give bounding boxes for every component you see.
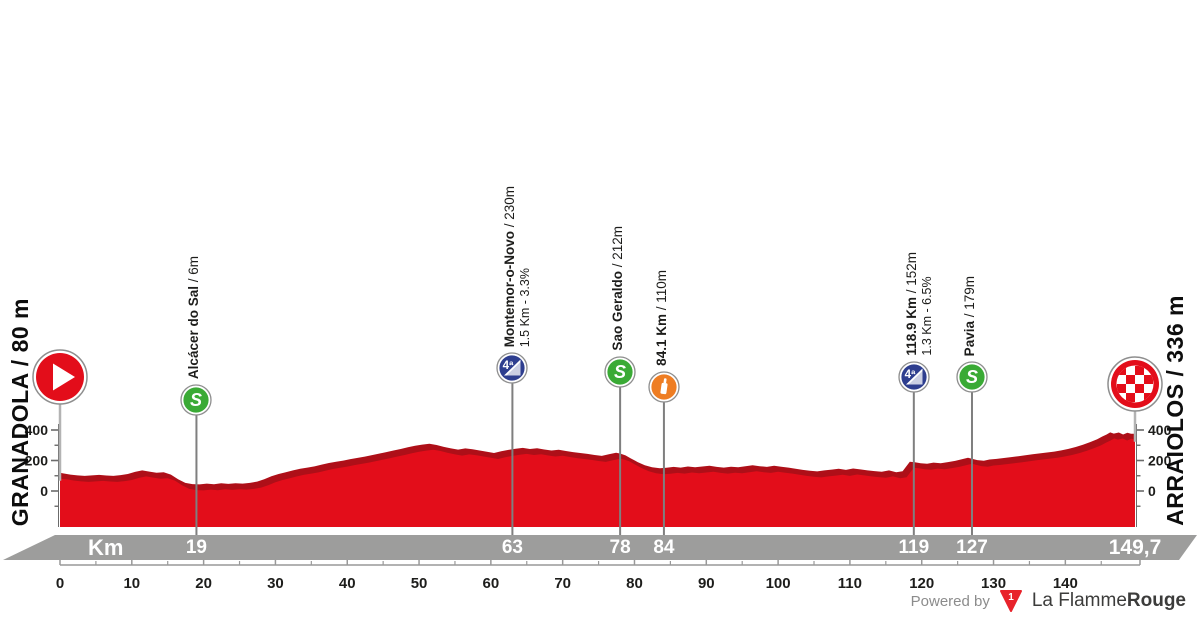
ruler-tick-label: 80 <box>626 575 643 592</box>
climb-detail: 1.5 Km - 3.3% <box>518 267 533 347</box>
ruler-tick-label: 60 <box>483 575 500 592</box>
feed-icon <box>648 371 680 403</box>
km-band: Km 19 63 78 84 119 127 149,7 <box>3 535 1197 560</box>
waypoint-elevation: / 152m <box>903 252 919 298</box>
waypoint-name: Montemor-o-Novo <box>502 230 518 347</box>
brand-label: La FlammeRouge <box>1031 590 1186 611</box>
ruler-tick-label: 110 <box>838 575 862 592</box>
svg-text:S: S <box>190 390 202 410</box>
waypoint-elevation: / 110m <box>653 270 669 315</box>
waypoint-elevation: / 6m <box>186 255 202 286</box>
ruler-tick-label: 30 <box>267 575 284 592</box>
ruler-tick-label: 20 <box>195 575 212 592</box>
band-km-value: 84 <box>653 537 675 558</box>
footer: Powered by 1 La FlammeRouge <box>911 590 1186 612</box>
waypoint-elevation: / 179m <box>961 275 977 321</box>
ruler-tick-label: 40 <box>339 575 356 592</box>
waypoint-name: 84.1 Km <box>653 314 669 366</box>
finish-icon <box>1107 356 1163 412</box>
elevation-profile-area <box>60 438 1135 527</box>
powered-by-label: Powered by <box>910 592 990 610</box>
sprint-icon: S <box>956 361 988 393</box>
waypoint-label: Sao Geraldo / 212m <box>610 226 626 351</box>
ruler-tick-label: 100 <box>766 575 791 592</box>
waypoint-label: 118.9 Km / 152m 1.3 Km - 6.5% <box>904 252 935 356</box>
band-km-value: 63 <box>501 537 523 558</box>
svg-text:4ª: 4ª <box>503 360 514 372</box>
svg-text:S: S <box>966 367 978 387</box>
ruler-tick-label: 50 <box>411 575 428 592</box>
ruler-tick-label: 90 <box>698 575 715 592</box>
la-flamme-rouge-icon: 1 <box>999 590 1022 612</box>
sprint-icon: S <box>604 356 636 388</box>
band-km-value: 19 <box>185 537 207 558</box>
ruler-tick-label: 0 <box>56 575 64 592</box>
ruler-tick-label: 10 <box>123 575 140 592</box>
band-km-value: 127 <box>956 537 988 558</box>
sprint-icon: S <box>180 384 213 416</box>
waypoint-gridlines <box>58 383 1137 536</box>
right-axis-tick-label: 400 <box>1148 422 1172 438</box>
ruler-tick-label: 130 <box>981 575 1006 592</box>
climb-cat4-icon: 4ª <box>496 352 529 384</box>
waypoint-elevation: / 212m <box>610 226 626 272</box>
start-icon <box>32 349 88 405</box>
band-km-value: 119 <box>898 537 930 558</box>
waypoint-name: 118.9 Km <box>903 297 919 356</box>
left-axis-tick-label: 400 <box>25 422 49 438</box>
left-axis-tick-label: 0 <box>40 483 48 499</box>
right-axis-tick-label: 200 <box>1148 453 1172 469</box>
ruler-tick-label: 70 <box>554 575 571 592</box>
finish-city-label: ARRAIOLOS / 336 m <box>1162 295 1188 526</box>
waypoint-label: Alcácer do Sal / 6m <box>186 256 202 379</box>
ruler-tick-label: 120 <box>909 575 934 592</box>
waypoint-name: Alcácer do Sal <box>186 285 202 379</box>
left-axis-tick-label: 200 <box>25 453 49 469</box>
waypoint-label: 84.1 Km / 110m <box>654 270 670 366</box>
svg-text:4ª: 4ª <box>904 369 915 381</box>
band-km-value: 78 <box>609 537 631 558</box>
km-ruler: 0 10 20 30 40 50 60 70 80 90 100 110 120 130 140 <box>56 555 1141 592</box>
waypoint-name: Sao Geraldo <box>610 271 626 351</box>
climb-detail: 1.3 Km - 6.5% <box>919 276 934 356</box>
waypoint-label: Montemor-o-Novo / 230m 1.5 Km - 3.3% <box>502 186 533 347</box>
waypoint-elevation: / 230m <box>502 185 518 231</box>
right-axis-tick-label: 0 <box>1148 483 1156 499</box>
elevation-axes: 0 0 200 200 400 400 <box>25 422 1172 527</box>
band-km-value: 149,7 <box>1108 536 1162 559</box>
climb-cat4-icon: 4ª <box>898 361 930 393</box>
svg-text:S: S <box>614 362 626 382</box>
svg-text:1: 1 <box>1008 592 1014 603</box>
waypoint-label: Pavia / 179m <box>962 276 978 356</box>
start-city-label: GRANADOLA / 80 m <box>7 297 33 526</box>
ruler-tick-label: 140 <box>1053 575 1078 592</box>
km-band-title: Km <box>88 535 124 560</box>
waypoint-name: Pavia <box>961 320 977 356</box>
